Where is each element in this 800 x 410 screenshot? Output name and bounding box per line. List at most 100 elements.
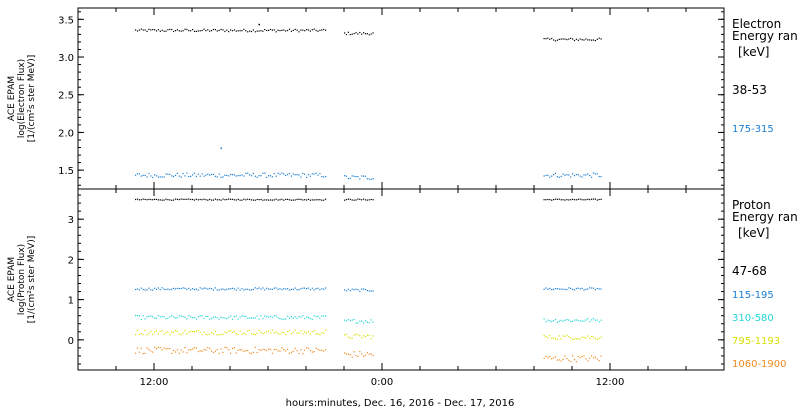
data-point <box>347 353 349 355</box>
data-point <box>311 318 313 320</box>
data-point <box>233 174 235 176</box>
data-point <box>570 199 572 201</box>
data-point <box>152 29 154 31</box>
data-point <box>577 39 579 41</box>
data-point <box>243 350 245 352</box>
data-point <box>214 29 216 31</box>
data-point <box>269 199 272 201</box>
proton-x-ticks <box>77 189 725 370</box>
data-point <box>222 29 224 31</box>
data-point <box>237 30 239 32</box>
data-point <box>281 289 283 291</box>
data-point <box>566 319 568 321</box>
data-point <box>214 198 216 200</box>
data-point <box>148 348 150 351</box>
data-point <box>558 176 560 178</box>
data-point <box>325 287 327 289</box>
data-point <box>220 316 222 318</box>
data-point <box>545 336 547 338</box>
data-point <box>157 346 159 349</box>
outlier-point <box>220 147 222 149</box>
data-point <box>135 352 137 354</box>
data-point <box>135 288 137 291</box>
data-point <box>197 316 199 318</box>
data-point <box>556 198 558 200</box>
data-point <box>364 175 367 177</box>
data-point <box>258 329 260 332</box>
data-point <box>311 199 313 201</box>
data-point <box>592 336 595 338</box>
data-point <box>345 34 348 36</box>
data-point <box>142 29 144 31</box>
data-point <box>169 334 171 336</box>
data-point <box>307 287 310 289</box>
data-point <box>277 350 279 352</box>
data-point <box>290 288 292 290</box>
data-point <box>159 30 161 32</box>
data-point <box>268 348 270 350</box>
data-point <box>281 172 283 174</box>
legend-entry: 795-1193 <box>732 336 780 347</box>
data-point <box>241 174 243 176</box>
data-point <box>300 176 302 178</box>
data-point <box>152 199 154 201</box>
data-point <box>570 321 572 323</box>
data-point <box>553 357 555 359</box>
data-point <box>355 354 357 357</box>
data-point <box>345 333 348 335</box>
data-point <box>192 348 194 350</box>
data-point <box>209 174 211 176</box>
data-point <box>269 348 272 351</box>
data-point <box>247 288 249 290</box>
outlier-point <box>258 23 260 26</box>
data-point <box>583 337 585 339</box>
data-point <box>581 287 583 289</box>
data-point <box>306 199 308 201</box>
data-point <box>233 330 235 333</box>
data-point <box>241 30 243 32</box>
data-point <box>205 315 207 317</box>
data-point <box>140 318 142 321</box>
data-point <box>252 199 254 201</box>
data-point <box>135 198 137 201</box>
data-point <box>311 29 313 31</box>
proton-y-axis-label: ACE EPAM log(Proton Flux) [1/(cm²s ster Me… <box>7 236 37 323</box>
data-point <box>152 176 154 179</box>
data-point <box>581 336 583 338</box>
data-point <box>207 29 209 31</box>
data-point <box>245 350 247 352</box>
data-point <box>190 30 192 32</box>
data-point <box>144 29 146 31</box>
data-point <box>231 318 234 320</box>
data-point <box>556 288 558 290</box>
data-point <box>148 287 150 289</box>
data-point <box>285 198 287 200</box>
data-point <box>197 173 199 175</box>
data-point <box>313 173 315 175</box>
data-point <box>235 175 237 177</box>
data-point <box>372 355 374 357</box>
data-point <box>304 349 306 351</box>
data-point <box>315 333 317 335</box>
data-point <box>547 357 549 359</box>
data-point <box>353 33 355 35</box>
data-point <box>241 199 243 201</box>
data-point <box>154 346 156 348</box>
data-point <box>165 30 167 32</box>
data-point <box>591 335 593 337</box>
data-point <box>290 199 292 201</box>
data-point <box>302 353 304 355</box>
data-point <box>357 355 359 357</box>
data-point <box>577 338 579 340</box>
data-point <box>594 319 596 321</box>
data-point <box>309 175 311 177</box>
data-point <box>283 288 285 290</box>
data-point <box>370 338 372 340</box>
data-point <box>321 315 323 317</box>
data-point <box>279 288 281 290</box>
data-point <box>203 287 205 289</box>
data-point <box>370 33 372 35</box>
data-point <box>184 330 186 332</box>
data-point <box>306 288 308 290</box>
data-point <box>296 317 298 319</box>
